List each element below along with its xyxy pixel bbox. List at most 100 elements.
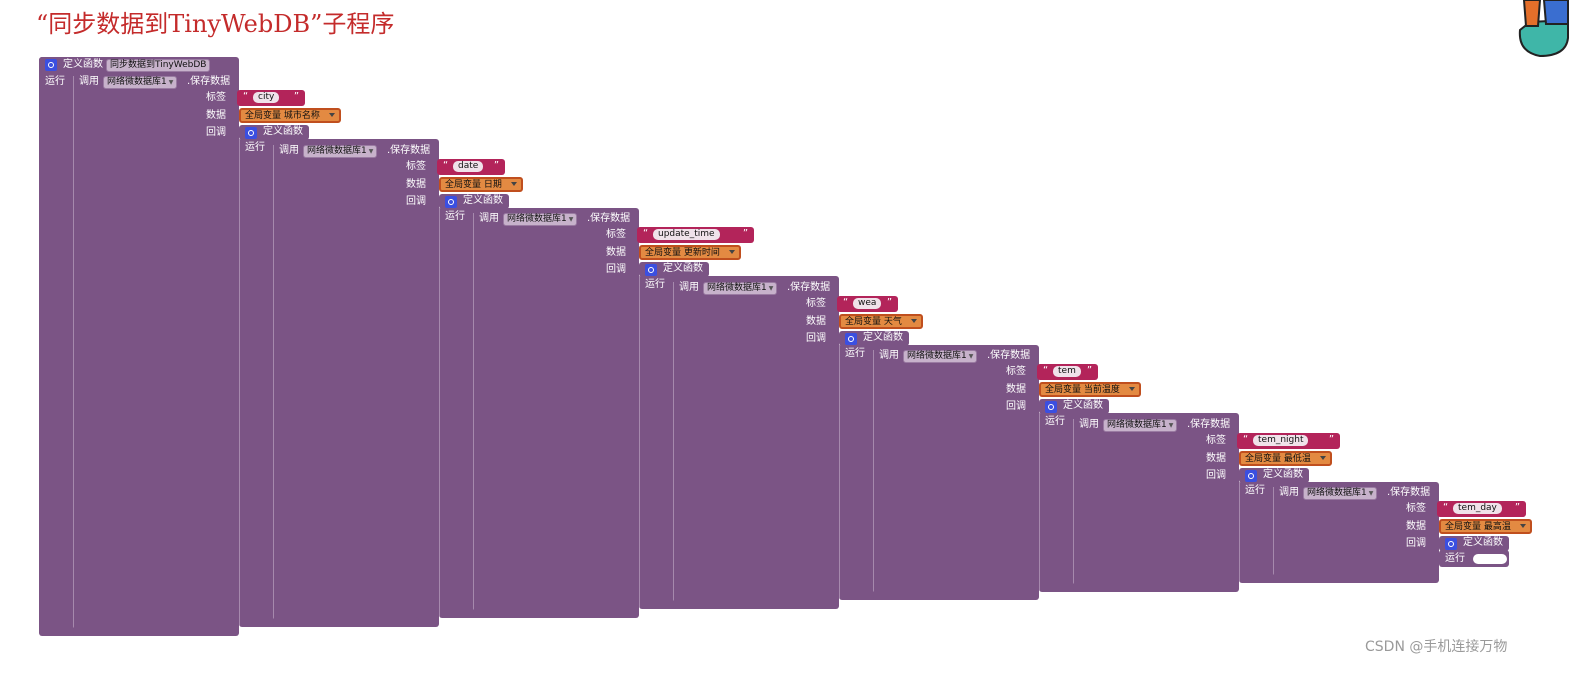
- text-block[interactable]: “ update_time ”: [637, 227, 754, 243]
- text-value-field[interactable]: tem_night: [1253, 434, 1309, 446]
- lambda-gear-icon[interactable]: [245, 127, 257, 139]
- chevron-down-icon[interactable]: [729, 250, 735, 254]
- text-value-field[interactable]: tem: [1053, 366, 1081, 377]
- call-block-edge: [473, 213, 474, 610]
- call-keyword: 调用: [1079, 418, 1099, 430]
- param-callback-label: 回调: [606, 264, 626, 275]
- component-dropdown[interactable]: 网络微数据库1 ▼: [903, 350, 978, 363]
- lambda-keyword: 定义函数: [1063, 400, 1103, 411]
- lambda-gear-icon[interactable]: [1045, 401, 1057, 413]
- global-variable-block[interactable]: 全局变量 当前温度: [1039, 382, 1141, 397]
- chevron-down-icon[interactable]: [911, 318, 917, 323]
- text-value-field[interactable]: date: [453, 160, 484, 172]
- text-block[interactable]: “ date ”: [437, 158, 505, 175]
- call-block[interactable]: [1273, 485, 1439, 577]
- param-callback-label: 回调: [1206, 469, 1226, 481]
- call-block[interactable]: [73, 74, 239, 630]
- global-variable-block[interactable]: 全局变量 天气: [839, 313, 923, 329]
- open-quote: “: [443, 159, 449, 171]
- variable-name: 全局变量 最高温: [1445, 522, 1511, 532]
- procedure-gear-icon[interactable]: [45, 59, 57, 71]
- procedure-name-field[interactable]: 同步数据到TinyWebDB: [106, 59, 211, 72]
- call-block[interactable]: [873, 348, 1039, 594]
- close-quote: ”: [1514, 502, 1520, 513]
- text-block[interactable]: “ tem_day ”: [1437, 501, 1526, 517]
- open-quote: “: [843, 296, 849, 308]
- variable-name: 全局变量 天气: [845, 316, 902, 327]
- lambda-block-edge: [239, 139, 240, 625]
- lambda-gear-icon[interactable]: [845, 332, 857, 345]
- variable-name: 全局变量 更新时间: [645, 248, 720, 258]
- text-block[interactable]: “ wea ”: [837, 295, 898, 312]
- lambda-keyword: 定义函数: [863, 331, 903, 343]
- procedure-run-label: 运行: [45, 76, 65, 87]
- variable-name: 全局变量 日期: [445, 179, 502, 190]
- call-block[interactable]: [473, 211, 639, 612]
- call-block-foot: [1273, 573, 1419, 583]
- text-value-field[interactable]: city: [253, 92, 280, 103]
- chevron-down-icon[interactable]: [1320, 455, 1326, 460]
- chevron-down-icon[interactable]: ▼: [768, 284, 774, 292]
- call-keyword: 调用: [279, 144, 299, 156]
- global-variable-block[interactable]: 全局变量 最低温: [1239, 450, 1332, 466]
- variable-name: 全局变量 城市名称: [245, 111, 320, 121]
- param-tag-label: 标签: [1206, 434, 1226, 446]
- text-value-field[interactable]: tem_day: [1453, 503, 1502, 514]
- text-value-field[interactable]: update_time: [653, 229, 720, 240]
- call-block-edge: [673, 281, 674, 601]
- global-variable-block[interactable]: 全局变量 最高温: [1439, 519, 1532, 534]
- call-block-foot: [673, 599, 819, 609]
- text-block[interactable]: “ city ”: [237, 90, 305, 106]
- global-variable-block[interactable]: 全局变量 城市名称: [239, 108, 341, 123]
- call-block[interactable]: [673, 279, 839, 603]
- chevron-down-icon[interactable]: ▼: [968, 353, 974, 360]
- call-method: .保存数据: [1187, 418, 1231, 430]
- chevron-down-icon[interactable]: [1129, 387, 1135, 391]
- component-dropdown[interactable]: 网络微数据库1 ▼: [1103, 418, 1178, 432]
- lambda-gear-icon[interactable]: [445, 195, 457, 208]
- global-variable-block[interactable]: 全局变量 更新时间: [639, 245, 741, 260]
- param-value-label: 数据: [206, 110, 226, 121]
- component-dropdown[interactable]: 网络微数据库1 ▼: [703, 281, 778, 295]
- param-callback-label: 回调: [206, 127, 226, 138]
- open-quote: “: [243, 91, 249, 102]
- lambda-gear-icon[interactable]: [1445, 538, 1457, 550]
- chevron-down-icon[interactable]: ▼: [1368, 490, 1374, 497]
- call-method: .保存数据: [587, 213, 631, 224]
- call-block[interactable]: [1073, 416, 1239, 586]
- component-dropdown[interactable]: 网络微数据库1 ▼: [303, 144, 378, 158]
- call-block-foot: [73, 626, 219, 636]
- param-tag-label: 标签: [606, 229, 626, 240]
- lambda-run-label: 运行: [445, 210, 465, 222]
- component-dropdown[interactable]: 网络微数据库1 ▼: [1303, 487, 1378, 500]
- param-value-label: 数据: [1206, 452, 1226, 464]
- chevron-down-icon[interactable]: ▼: [168, 79, 174, 86]
- chevron-down-icon[interactable]: ▼: [568, 216, 574, 223]
- text-value-field[interactable]: wea: [853, 297, 882, 309]
- text-block[interactable]: “ tem ”: [1037, 364, 1098, 380]
- lambda-gear-icon[interactable]: [1245, 469, 1257, 482]
- procedure-keyword: 定义函数: [63, 59, 103, 70]
- chevron-down-icon[interactable]: [1520, 524, 1526, 528]
- lambda-block-edge: [839, 344, 840, 598]
- global-variable-block[interactable]: 全局变量 日期: [439, 176, 523, 192]
- close-quote: ”: [1086, 365, 1092, 376]
- param-callback-label: 回调: [806, 332, 826, 344]
- chevron-down-icon[interactable]: [329, 113, 335, 117]
- call-block-foot: [273, 617, 419, 627]
- variable-name: 全局变量 当前温度: [1045, 385, 1120, 395]
- param-value-label: 数据: [806, 315, 826, 327]
- text-block[interactable]: “ tem_night ”: [1237, 432, 1340, 449]
- call-block[interactable]: [273, 142, 439, 621]
- mascot-icon: [1518, 0, 1569, 58]
- lambda-gear-icon[interactable]: [645, 264, 657, 276]
- component-dropdown[interactable]: 网络微数据库1 ▼: [503, 213, 578, 226]
- component-dropdown[interactable]: 网络微数据库1 ▼: [103, 76, 178, 89]
- lambda-keyword: 定义函数: [463, 194, 503, 206]
- chevron-down-icon[interactable]: [511, 181, 517, 186]
- chevron-down-icon[interactable]: ▼: [368, 147, 374, 155]
- param-value-label: 数据: [1006, 384, 1026, 395]
- close-quote: ”: [742, 228, 748, 239]
- call-keyword: 调用: [1279, 487, 1299, 498]
- chevron-down-icon[interactable]: ▼: [1168, 421, 1174, 429]
